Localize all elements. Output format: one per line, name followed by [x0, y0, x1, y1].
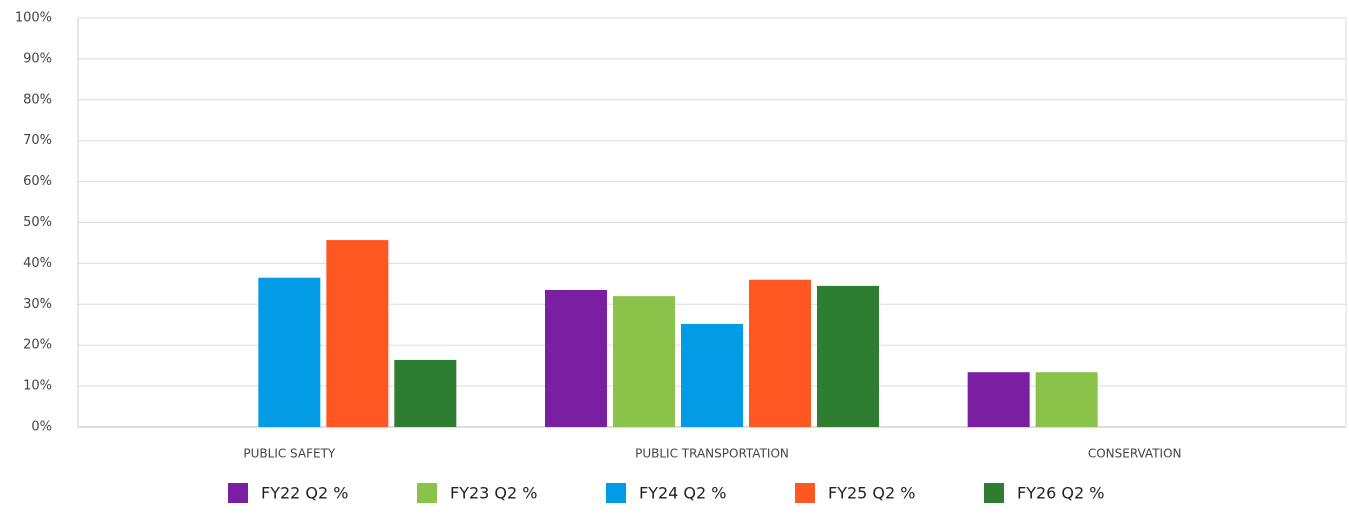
x-tick-label: PUBLIC TRANSPORTATION — [635, 447, 789, 461]
y-tick-label: 80% — [23, 92, 52, 107]
bar — [394, 359, 457, 427]
y-tick-label: 90% — [23, 51, 52, 66]
y-tick-label: 60% — [23, 174, 52, 189]
y-tick-label: 50% — [23, 215, 52, 230]
legend-label: FY25 Q2 % — [828, 484, 915, 503]
legend-label: FY24 Q2 % — [639, 484, 726, 503]
y-tick-label: 20% — [23, 338, 52, 353]
x-tick-label: CONSERVATION — [1088, 447, 1182, 461]
bar — [1035, 372, 1098, 427]
legend-label: FY26 Q2 % — [1017, 484, 1104, 503]
legend-swatch — [417, 483, 437, 503]
legend-label: FY23 Q2 % — [450, 484, 537, 503]
y-tick-label: 70% — [23, 133, 52, 148]
legend-swatch — [795, 483, 815, 503]
bar — [613, 296, 675, 427]
x-tick-label: PUBLIC SAFETY — [243, 447, 336, 461]
y-tick-label: 30% — [23, 297, 52, 312]
bar — [681, 323, 743, 427]
legend-label: FY22 Q2 % — [261, 484, 348, 503]
bar — [817, 285, 879, 427]
legend-swatch — [606, 483, 626, 503]
legend-swatch — [228, 483, 248, 503]
bar — [749, 279, 811, 427]
bar — [967, 372, 1030, 427]
y-tick-label: 40% — [23, 256, 52, 271]
bar — [326, 240, 389, 427]
y-tick-label: 100% — [15, 11, 52, 26]
y-tick-label: 10% — [23, 379, 52, 394]
bar — [545, 289, 607, 427]
legend-swatch — [984, 483, 1004, 503]
y-tick-label: 0% — [31, 420, 52, 435]
bar — [258, 277, 321, 427]
